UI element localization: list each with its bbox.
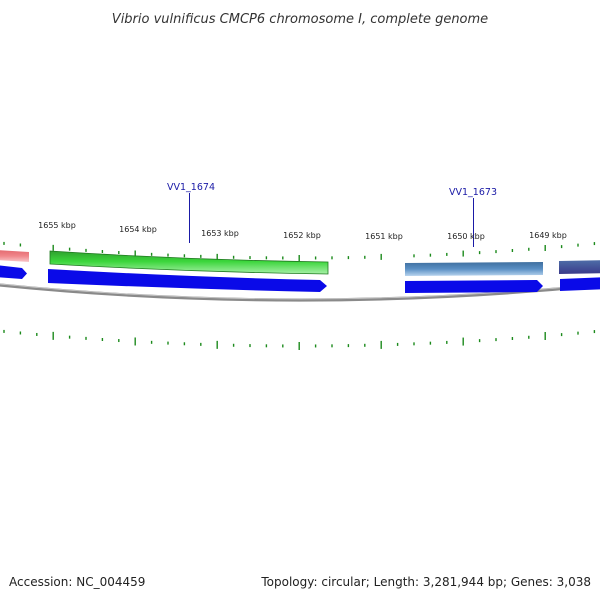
- gene-label-vv1-1673[interactable]: VV1_1673: [449, 187, 497, 198]
- ruler-tick-label: 1649 kbp: [529, 231, 567, 240]
- ruler-tick-label: 1651 kbp: [365, 232, 403, 241]
- topology-text: Topology: circular; Length: 3,281,944 bp…: [261, 575, 591, 589]
- gene-block-vv1-1674: [49, 250, 329, 275]
- ruler-tick-label: 1652 kbp: [283, 231, 321, 240]
- ruler-tick-label: 1654 kbp: [119, 225, 157, 234]
- gene-block-vv1-1673: [405, 262, 543, 276]
- ruler-ticks-lower: [3, 329, 596, 350]
- feature-blue-vv1-1674-strand: [48, 269, 327, 292]
- ruler-tick-label: 1655 kbp: [38, 221, 76, 230]
- gene-block-right-slate: [559, 260, 600, 274]
- feature-blue-right: [560, 277, 600, 291]
- gene-label-vv1-1674[interactable]: VV1_1674: [167, 182, 215, 193]
- ruler-tick-label: 1650 kbp: [447, 232, 485, 241]
- accession-text: Accession: NC_004459: [9, 575, 146, 589]
- feature-blue-middle: [405, 280, 543, 293]
- gene-block-left-pink: [0, 250, 29, 262]
- feature-blue-left: [0, 265, 27, 279]
- map-title: Vibrio vulnificus CMCP6 chromosome I, co…: [112, 12, 488, 27]
- ruler-ticks-upper: [3, 241, 596, 261]
- ruler-tick-label: 1653 kbp: [201, 229, 239, 238]
